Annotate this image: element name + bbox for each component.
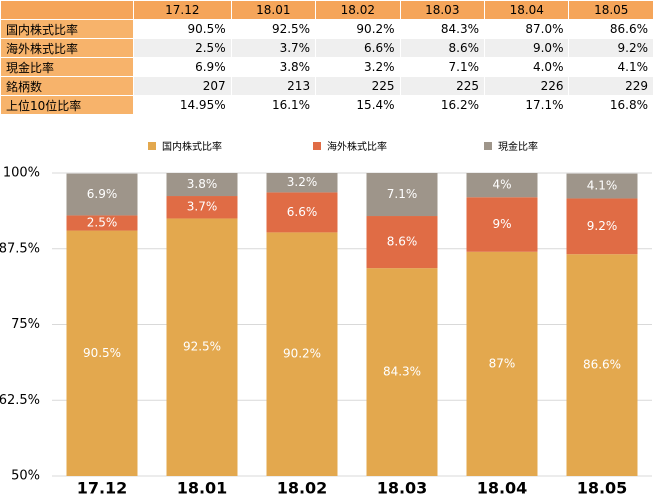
bar-segment xyxy=(466,173,538,198)
legend-label: 海外株式比率 xyxy=(327,140,387,153)
value-cell: 225 xyxy=(399,76,486,96)
bar-segment xyxy=(266,192,338,233)
legend-swatch xyxy=(313,142,321,150)
y-tick-label: 50% xyxy=(11,469,40,484)
value-label: 86.6% xyxy=(583,358,621,372)
bar-segment xyxy=(366,173,438,217)
value-cell: 16.2% xyxy=(399,95,486,115)
bar-segment xyxy=(466,251,538,476)
header-cell: 17.12 xyxy=(133,0,232,20)
value-cell: 6.9% xyxy=(133,57,232,77)
x-tick-label: 18.03 xyxy=(377,479,428,496)
value-cell: 90.5% xyxy=(133,19,232,39)
value-label: 9% xyxy=(492,217,511,231)
table-row: 現金比率 6.9% 3.8% 3.2% 7.1% 4.0% 4.1% xyxy=(0,57,654,77)
bar-segment xyxy=(366,216,438,269)
value-cell: 4.0% xyxy=(484,57,570,77)
value-label: 87% xyxy=(489,356,516,370)
value-label: 2.5% xyxy=(87,215,118,229)
value-label: 8.6% xyxy=(387,235,418,249)
table-row: 銘柄数 207 213 225 225 226 229 xyxy=(0,76,654,96)
value-cell: 7.1% xyxy=(399,57,486,77)
corner-cell xyxy=(0,0,134,20)
bar-segment xyxy=(66,215,138,231)
value-cell: 92.5% xyxy=(230,19,317,39)
value-label: 9.2% xyxy=(587,219,618,233)
value-cell: 9.2% xyxy=(568,38,654,58)
bar-segment xyxy=(566,173,638,199)
header-cell: 18.02 xyxy=(315,0,401,20)
bar-segment xyxy=(66,230,138,476)
value-cell: 3.8% xyxy=(230,57,317,77)
bar-segment xyxy=(266,232,338,476)
bar-segment xyxy=(266,173,338,193)
value-label: 3.7% xyxy=(187,200,218,214)
value-label: 90.5% xyxy=(83,346,121,360)
value-label: 6.6% xyxy=(287,205,318,219)
bar-segment xyxy=(466,197,538,252)
value-label: 84.3% xyxy=(383,365,421,379)
value-cell: 9.0% xyxy=(484,38,570,58)
legend-label: 国内株式比率 xyxy=(162,140,222,153)
bar-segment xyxy=(566,254,638,476)
bar-segment xyxy=(566,198,638,255)
value-cell: 4.1% xyxy=(568,57,654,77)
bar-segment xyxy=(166,196,238,219)
bar-segment xyxy=(66,173,138,216)
x-tick-label: 18.02 xyxy=(277,479,328,496)
x-tick-label: 17.12 xyxy=(77,479,128,496)
value-cell: 8.6% xyxy=(399,38,486,58)
legend-label: 現金比率 xyxy=(498,140,538,153)
y-tick-label: 87.5% xyxy=(0,241,40,256)
value-label: 7.1% xyxy=(387,187,418,201)
value-cell: 225 xyxy=(315,76,401,96)
bar-segment xyxy=(166,173,238,197)
y-tick-label: 62.5% xyxy=(0,393,40,408)
value-cell: 16.1% xyxy=(230,95,317,115)
value-cell: 14.95% xyxy=(133,95,232,115)
value-cell: 2.5% xyxy=(133,38,232,58)
row-label: 国内株式比率 xyxy=(0,19,134,39)
data-table: 17.12 18.01 18.02 18.03 18.04 18.05 国内株式比率 90.5… xyxy=(0,0,654,115)
value-label: 6.9% xyxy=(87,187,118,201)
value-label: 4% xyxy=(492,178,511,192)
table-row: 上位10位比率 14.95% 16.1% 15.4% 16.2% 17.1% 16.8% xyxy=(0,95,654,115)
value-cell: 16.8% xyxy=(568,95,654,115)
x-tick-label: 18.04 xyxy=(477,479,528,496)
bar-segment xyxy=(366,268,438,476)
x-tick-label: 18.01 xyxy=(177,479,228,496)
legend-swatch xyxy=(484,142,492,150)
y-tick-label: 75% xyxy=(11,317,40,332)
value-cell: 229 xyxy=(568,76,654,96)
value-label: 92.5% xyxy=(183,340,221,354)
value-label: 3.2% xyxy=(287,175,318,189)
legend-swatch xyxy=(148,142,156,150)
value-label: 3.8% xyxy=(187,177,218,191)
row-label: 海外株式比率 xyxy=(0,38,134,58)
y-tick-label: 100% xyxy=(3,166,40,181)
row-label: 上位10位比率 xyxy=(0,95,134,115)
value-label: 90.2% xyxy=(283,347,321,361)
row-label: 銘柄数 xyxy=(0,76,134,96)
value-cell: 15.4% xyxy=(315,95,401,115)
value-cell: 226 xyxy=(484,76,570,96)
value-label: 4.1% xyxy=(587,179,618,193)
x-tick-label: 18.05 xyxy=(577,479,628,496)
table-row: 海外株式比率 2.5% 3.7% 6.6% 8.6% 9.0% 9.2% xyxy=(0,38,654,58)
table-row: 国内株式比率 90.5% 92.5% 90.2% 84.3% 87.0% 86.6% xyxy=(0,19,654,39)
value-cell: 3.7% xyxy=(230,38,317,58)
value-cell: 17.1% xyxy=(484,95,570,115)
value-cell: 207 xyxy=(133,76,232,96)
bar-segment xyxy=(166,218,238,476)
